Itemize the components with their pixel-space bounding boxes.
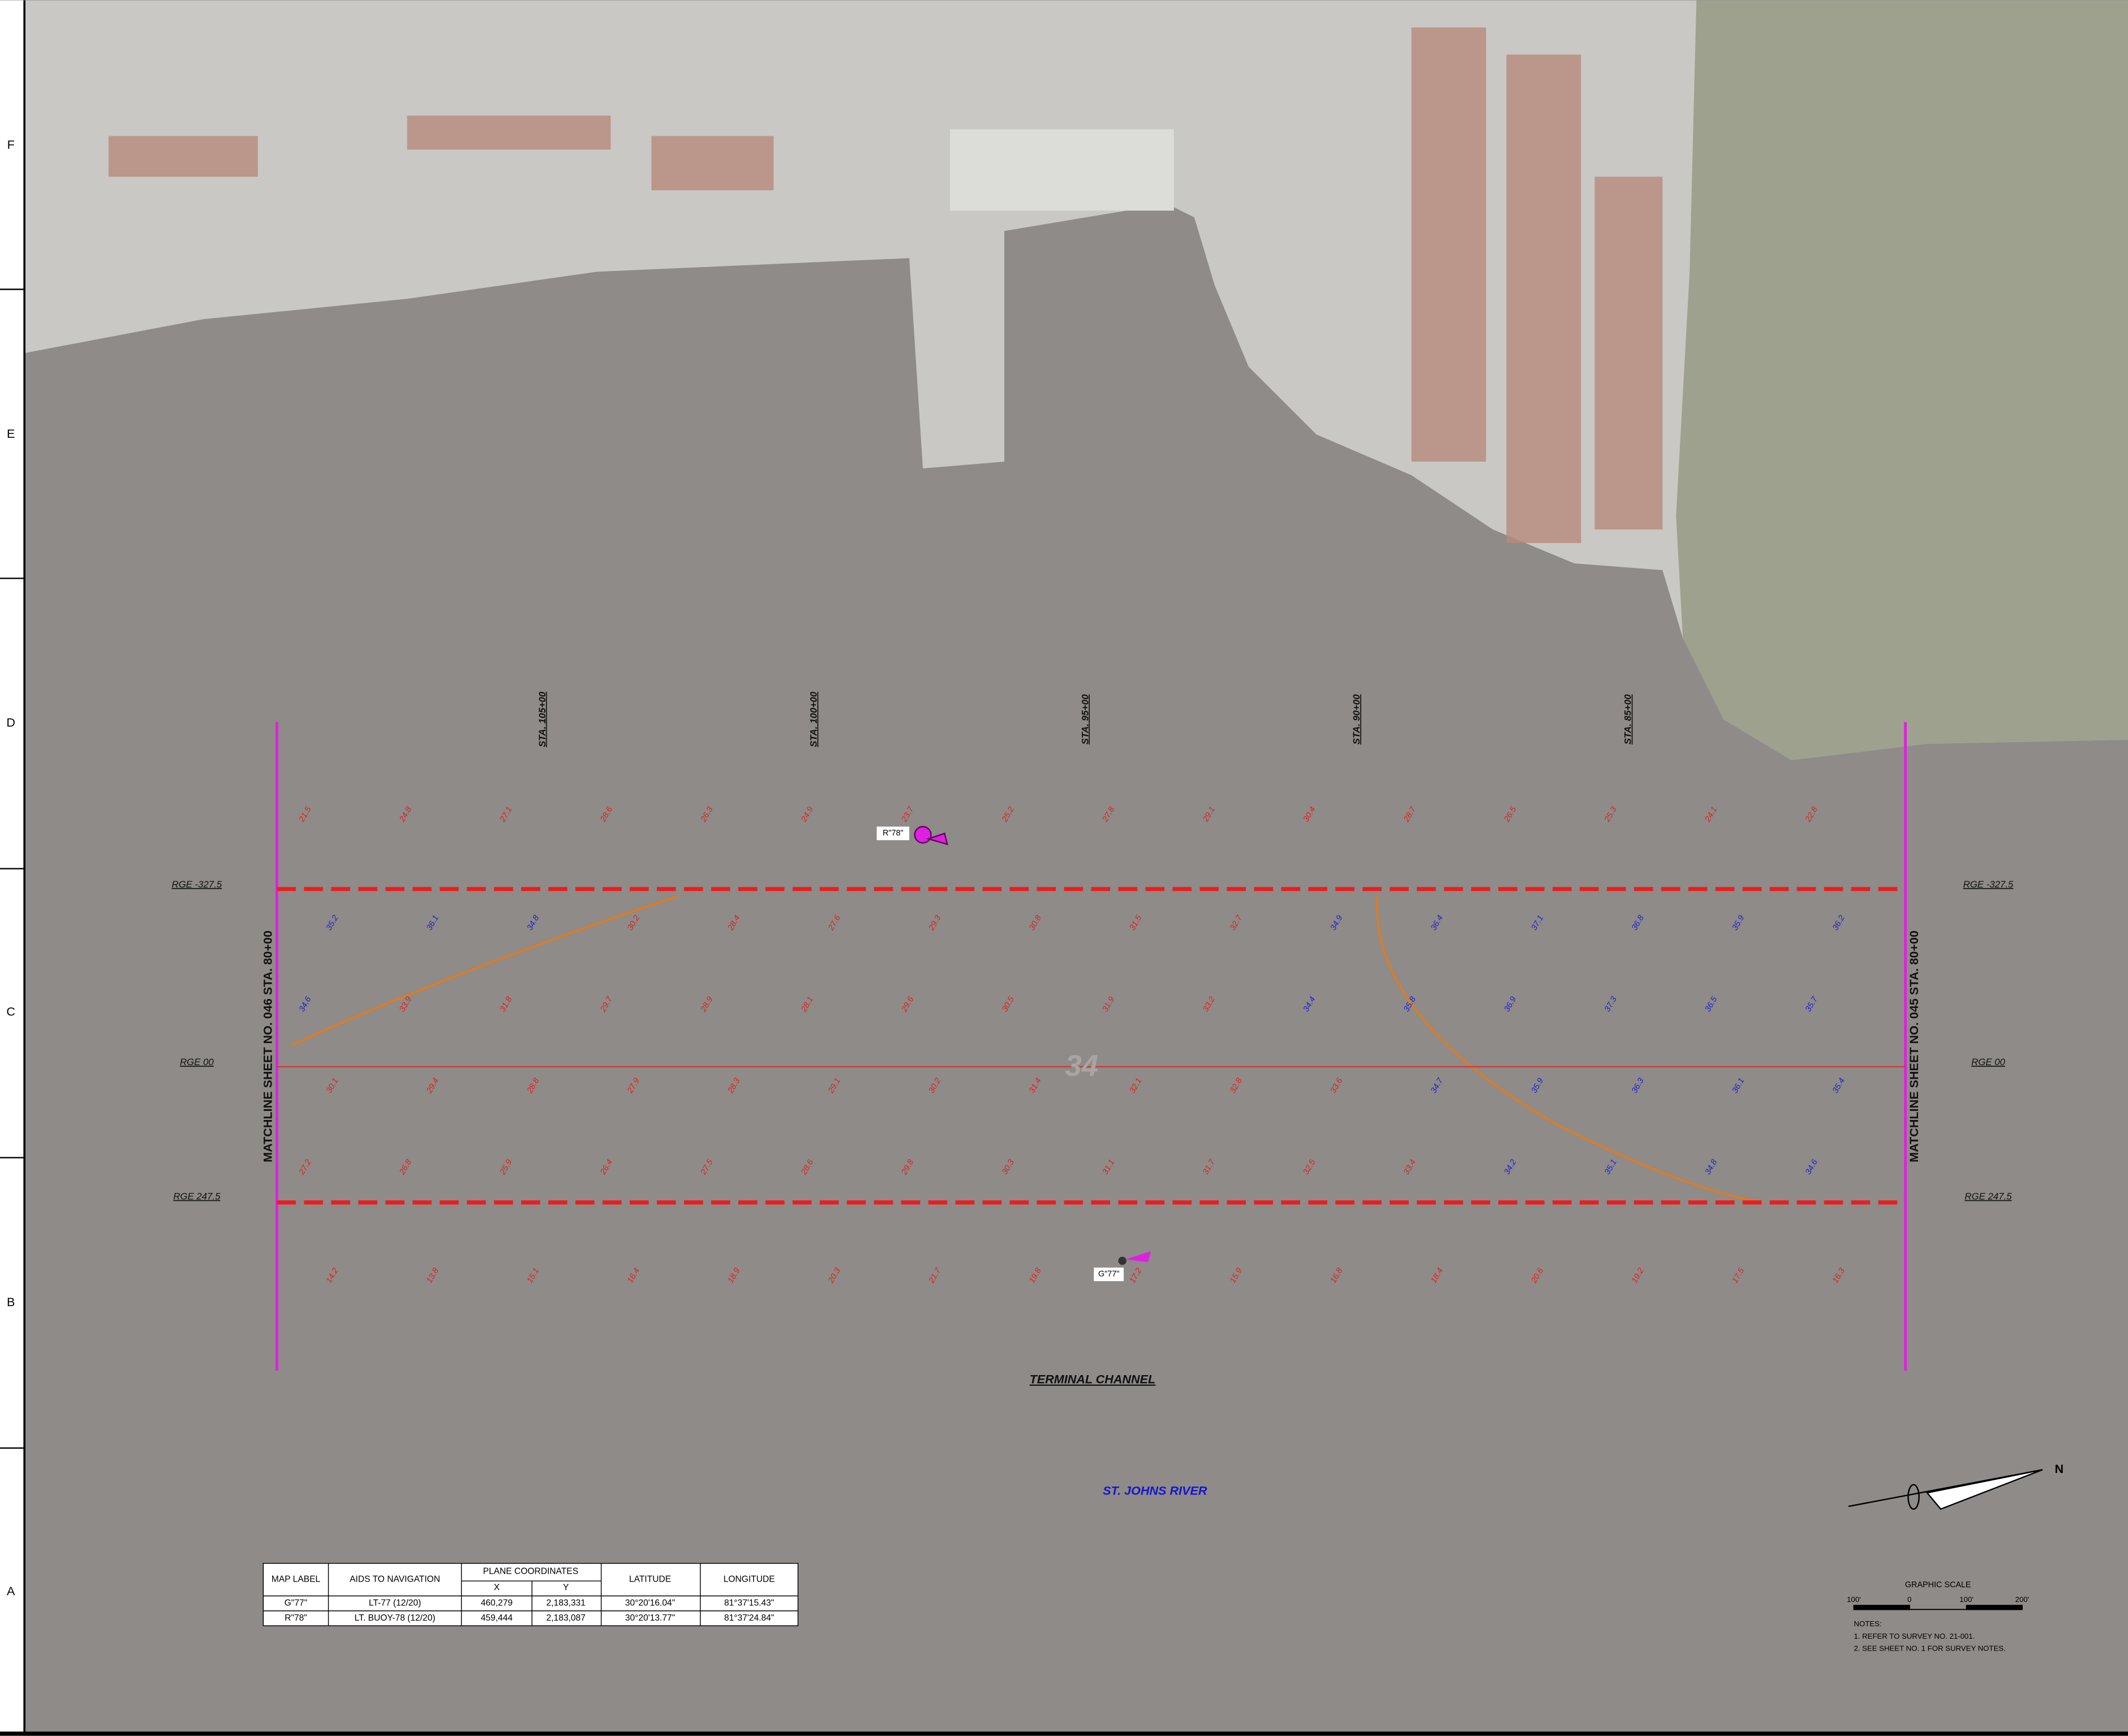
grid-row-label: C bbox=[6, 1005, 15, 1019]
station-label: STA. 95+00 bbox=[1080, 694, 1090, 744]
graphic-scale bbox=[1853, 1605, 2023, 1610]
scale-label: 100' bbox=[1847, 1595, 1861, 1604]
depth-contour bbox=[291, 894, 1765, 1204]
table-cell: 81°37'24.84" bbox=[724, 1613, 774, 1623]
aid-label: G"77" bbox=[1098, 1270, 1119, 1279]
range-label: RGE 247.5 bbox=[1964, 1191, 2012, 1202]
north-label: N bbox=[2054, 1462, 2063, 1476]
range-label: RGE 247.5 bbox=[173, 1191, 221, 1202]
matchline-label: MATCHLINE SHEET NO. 046 STA. 80+00 bbox=[261, 931, 275, 1162]
table-cell: G"77" bbox=[285, 1599, 308, 1608]
note: 1. REFER TO SURVEY NO. 21-001. bbox=[1854, 1632, 1975, 1640]
aid-label-box bbox=[876, 826, 910, 841]
aid-label: R"78" bbox=[883, 829, 904, 838]
range-label: RGE -327.5 bbox=[171, 879, 222, 890]
river-name: ST. JOHNS RIVER bbox=[1103, 1483, 1207, 1497]
table-cell: 2,183,331 bbox=[547, 1599, 586, 1608]
range-label: RGE 00 bbox=[1971, 1057, 2005, 1067]
contour-label: 34 bbox=[1065, 1049, 1098, 1083]
note: 2. SEE SHEET NO. 1 FOR SURVEY NOTES. bbox=[1854, 1644, 2005, 1652]
aids-table bbox=[263, 1563, 799, 1626]
station-label: STA. 85+00 bbox=[1623, 694, 1633, 744]
table-cell: 81°37'15.43" bbox=[724, 1599, 774, 1608]
table-subheader: Y bbox=[563, 1583, 569, 1592]
warehouse bbox=[950, 129, 1174, 211]
table-cell: 2,183,087 bbox=[547, 1613, 586, 1623]
table-cell: R"78" bbox=[285, 1613, 307, 1623]
scale-label: 100' bbox=[1959, 1595, 1974, 1604]
grid-row-label: B bbox=[7, 1295, 15, 1309]
scale-label: 0 bbox=[1907, 1595, 1911, 1604]
scale-title: GRAPHIC SCALE bbox=[1905, 1580, 1971, 1589]
grid-row-label: A bbox=[7, 1584, 15, 1598]
table-cell: 460,279 bbox=[481, 1599, 513, 1608]
table-cell: LT-77 (12/20) bbox=[369, 1599, 421, 1608]
table-header: LONGITUDE bbox=[724, 1575, 775, 1584]
table-header: AIDS TO NAVIGATION bbox=[350, 1575, 440, 1584]
containers bbox=[108, 27, 1663, 544]
table-header: LATITUDE bbox=[629, 1575, 671, 1584]
station-label: STA. 90+00 bbox=[1351, 694, 1362, 744]
station-label: STA. 105+00 bbox=[537, 691, 548, 747]
table-cell: 30°20'13.77" bbox=[625, 1613, 675, 1623]
table-cell: 30°20'16.04" bbox=[625, 1599, 675, 1608]
buoy-symbol bbox=[926, 832, 948, 846]
north-arrow bbox=[1848, 1469, 2043, 1510]
buoy-green bbox=[1118, 1256, 1127, 1265]
table-subheader: X bbox=[494, 1583, 500, 1592]
note: NOTES: bbox=[1854, 1619, 1881, 1628]
range-label: RGE 00 bbox=[180, 1057, 214, 1067]
station-label: STA. 100+00 bbox=[809, 691, 819, 747]
scale-label: 200' bbox=[2015, 1595, 2030, 1604]
table-header: MAP LABEL bbox=[272, 1575, 321, 1584]
aid-label-box bbox=[1094, 1267, 1124, 1281]
grid-row-label: E bbox=[7, 427, 15, 441]
table-cell: 459,444 bbox=[481, 1613, 513, 1623]
bottom-border bbox=[0, 1731, 2128, 1736]
range-label: RGE -327.5 bbox=[1963, 879, 2014, 890]
table-cell: LT. BUOY-78 (12/20) bbox=[355, 1613, 436, 1623]
grid-row-label: D bbox=[6, 716, 15, 730]
buoy-symbol bbox=[1125, 1251, 1151, 1263]
matchline-label: MATCHLINE SHEET NO. 045 STA. 80+00 bbox=[1907, 931, 1921, 1162]
vegetation bbox=[1676, 0, 2128, 760]
buoy-red bbox=[914, 826, 932, 844]
channel-name: TERMINAL CHANNEL bbox=[1030, 1372, 1156, 1386]
table-header: PLANE COORDINATES bbox=[483, 1566, 579, 1576]
grid-row-label: F bbox=[7, 137, 15, 152]
grid-ticks bbox=[0, 288, 25, 1449]
